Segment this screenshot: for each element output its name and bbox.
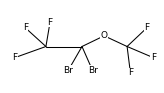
Text: Br: Br	[88, 66, 98, 75]
Text: F: F	[128, 68, 133, 77]
Text: F: F	[47, 18, 53, 27]
Text: Br: Br	[63, 66, 73, 75]
Text: F: F	[12, 53, 17, 62]
Text: F: F	[23, 23, 28, 32]
Text: F: F	[151, 53, 156, 62]
Text: F: F	[144, 23, 149, 32]
Text: O: O	[101, 31, 108, 40]
